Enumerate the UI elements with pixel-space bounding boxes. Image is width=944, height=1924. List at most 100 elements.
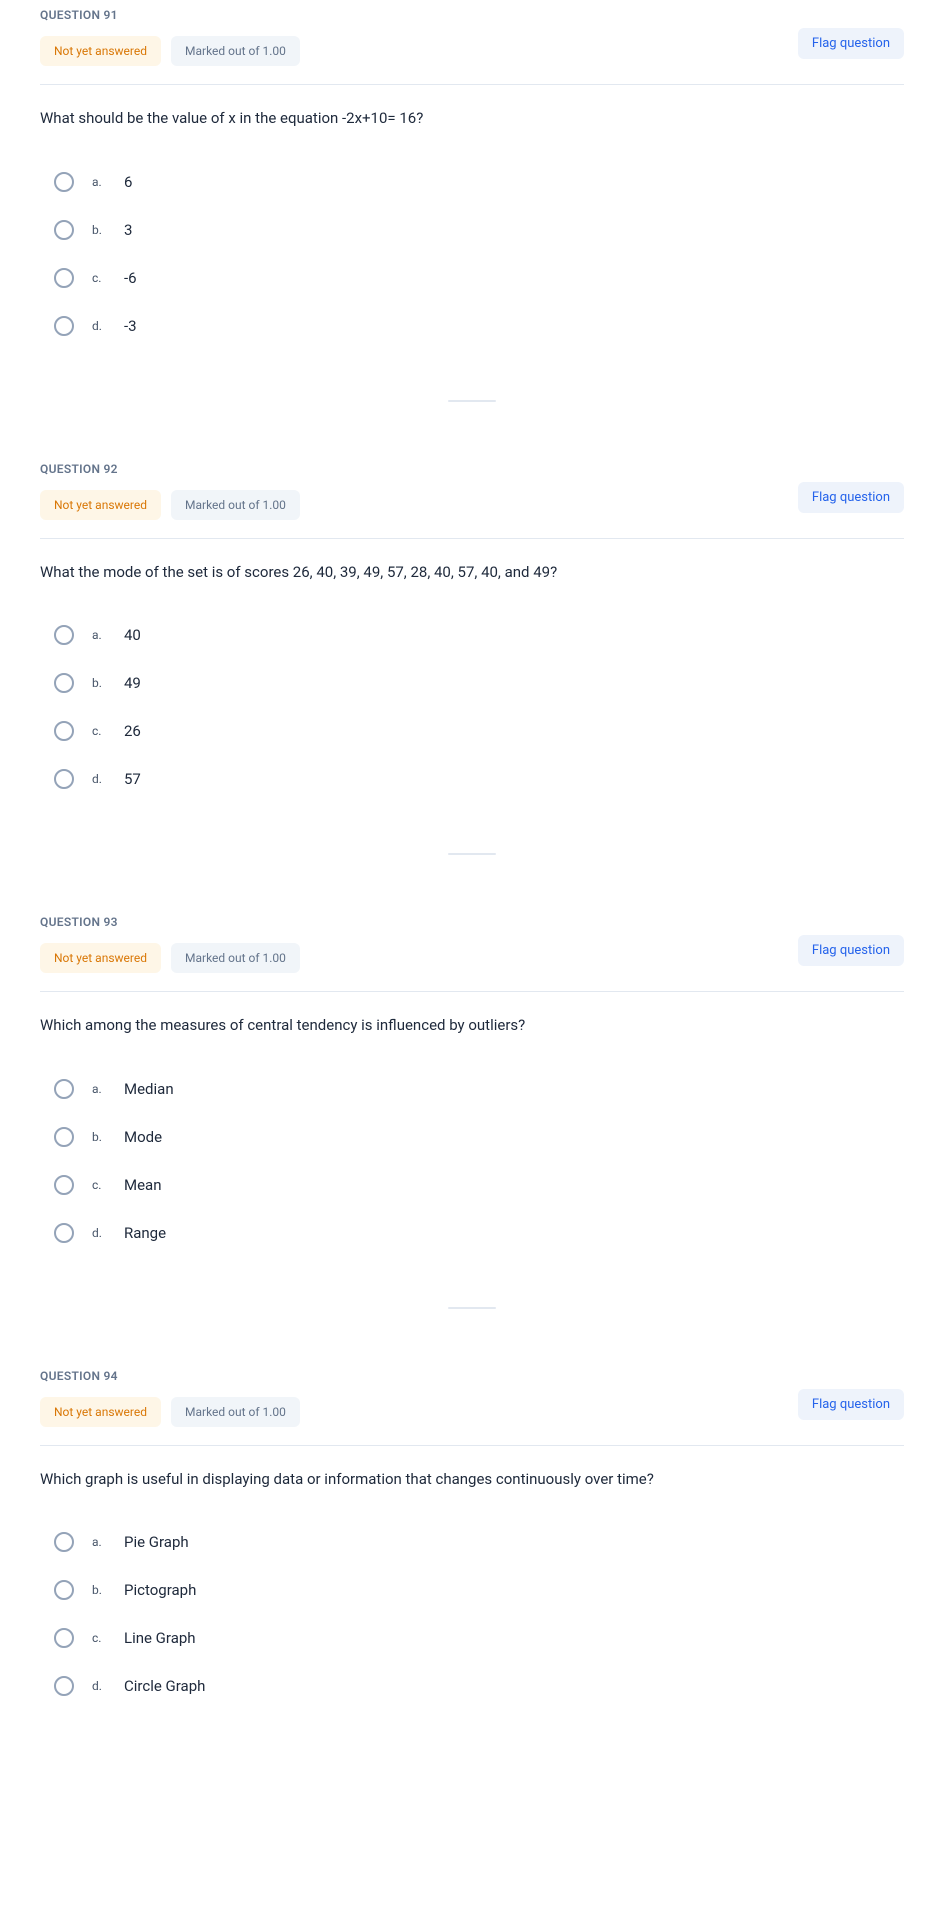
marks-badge: Marked out of 1.00 (171, 490, 300, 520)
flag-question-button[interactable]: Flag question (798, 1389, 904, 1420)
question-number: QUESTION 93 (40, 915, 300, 929)
question-badges: Not yet answered Marked out of 1.00 (40, 1397, 300, 1427)
option-text: Median (124, 1080, 174, 1098)
question-header: QUESTION 94 Not yet answered Marked out of… (40, 1369, 904, 1427)
question-text: Which graph is useful in displaying data… (40, 1468, 904, 1491)
option-letter: c. (92, 724, 106, 738)
status-badge: Not yet answered (40, 36, 161, 66)
separator-line (448, 400, 496, 402)
option-row[interactable]: a. 40 (40, 611, 904, 659)
radio-icon[interactable] (54, 769, 74, 789)
radio-icon[interactable] (54, 1175, 74, 1195)
status-badge: Not yet answered (40, 943, 161, 973)
radio-icon[interactable] (54, 1580, 74, 1600)
question-text: What the mode of the set is of scores 26… (40, 561, 904, 584)
question-header: QUESTION 91 Not yet answered Marked out of… (40, 8, 904, 66)
radio-icon[interactable] (54, 673, 74, 693)
question-header-left: QUESTION 93 Not yet answered Marked out of… (40, 915, 300, 973)
question-badges: Not yet answered Marked out of 1.00 (40, 36, 300, 66)
question-number: QUESTION 91 (40, 8, 300, 22)
option-text: 40 (124, 626, 141, 644)
question-badges: Not yet answered Marked out of 1.00 (40, 490, 300, 520)
question-badges: Not yet answered Marked out of 1.00 (40, 943, 300, 973)
option-row[interactable]: c.Mean (40, 1161, 904, 1209)
radio-icon[interactable] (54, 1079, 74, 1099)
option-text: Range (124, 1224, 166, 1242)
option-row[interactable]: d. 57 (40, 755, 904, 803)
question-block: QUESTION 92 Not yet answered Marked out of… (40, 462, 904, 804)
question-header: QUESTION 93 Not yet answered Marked out of… (40, 915, 904, 973)
divider (40, 538, 904, 539)
status-badge: Not yet answered (40, 490, 161, 520)
radio-icon[interactable] (54, 1628, 74, 1648)
radio-icon[interactable] (54, 268, 74, 288)
marks-badge: Marked out of 1.00 (171, 943, 300, 973)
option-letter: a. (92, 1082, 106, 1096)
radio-icon[interactable] (54, 1532, 74, 1552)
option-letter: b. (92, 1130, 106, 1144)
radio-icon[interactable] (54, 721, 74, 741)
option-letter: b. (92, 676, 106, 690)
question-separator (40, 853, 904, 855)
question-text: What should be the value of x in the equ… (40, 107, 904, 130)
marks-badge: Marked out of 1.00 (171, 1397, 300, 1427)
option-row[interactable]: d.Circle Graph (40, 1662, 904, 1710)
question-block: QUESTION 94 Not yet answered Marked out of… (40, 1369, 904, 1711)
option-letter: c. (92, 1631, 106, 1645)
separator-line (448, 853, 496, 855)
option-row[interactable]: a. Pie Graph (40, 1518, 904, 1566)
question-number: QUESTION 92 (40, 462, 300, 476)
option-text: 26 (124, 722, 141, 740)
divider (40, 991, 904, 992)
option-text: 57 (124, 770, 141, 788)
option-letter: c. (92, 271, 106, 285)
question-separator (40, 1307, 904, 1309)
option-text: -3 (124, 317, 137, 335)
option-row[interactable]: c. 26 (40, 707, 904, 755)
question-header-left: QUESTION 94 Not yet answered Marked out of… (40, 1369, 300, 1427)
option-letter: a. (92, 628, 106, 642)
option-letter: d. (92, 772, 106, 786)
question-block: QUESTION 93 Not yet answered Marked out of… (40, 915, 904, 1257)
flag-question-button[interactable]: Flag question (798, 935, 904, 966)
option-row[interactable]: b.3 (40, 206, 904, 254)
divider (40, 84, 904, 85)
option-letter: a. (92, 175, 106, 189)
option-text: 49 (124, 674, 141, 692)
separator-line (448, 1307, 496, 1309)
option-row[interactable]: d.Range (40, 1209, 904, 1257)
radio-icon[interactable] (54, 1676, 74, 1696)
option-row[interactable]: b. Mode (40, 1113, 904, 1161)
option-letter: d. (92, 1679, 106, 1693)
question-header-left: QUESTION 91 Not yet answered Marked out of… (40, 8, 300, 66)
option-letter: b. (92, 1583, 106, 1597)
option-row[interactable]: c. Line Graph (40, 1614, 904, 1662)
option-text: Pictograph (124, 1581, 196, 1599)
option-text: 6 (124, 173, 132, 191)
status-badge: Not yet answered (40, 1397, 161, 1427)
option-letter: a. (92, 1535, 106, 1549)
radio-icon[interactable] (54, 1127, 74, 1147)
question-header-left: QUESTION 92 Not yet answered Marked out of… (40, 462, 300, 520)
option-letter: b. (92, 223, 106, 237)
radio-icon[interactable] (54, 316, 74, 336)
radio-icon[interactable] (54, 220, 74, 240)
option-row[interactable]: c.-6 (40, 254, 904, 302)
option-row[interactable]: b. Pictograph (40, 1566, 904, 1614)
option-text: Pie Graph (124, 1533, 189, 1551)
option-row[interactable]: a. Median (40, 1065, 904, 1113)
radio-icon[interactable] (54, 625, 74, 645)
flag-question-button[interactable]: Flag question (798, 28, 904, 59)
question-number: QUESTION 94 (40, 1369, 300, 1383)
marks-badge: Marked out of 1.00 (171, 36, 300, 66)
option-text: Line Graph (124, 1629, 196, 1647)
flag-question-button[interactable]: Flag question (798, 482, 904, 513)
radio-icon[interactable] (54, 172, 74, 192)
question-separator (40, 400, 904, 402)
divider (40, 1445, 904, 1446)
option-row[interactable]: b. 49 (40, 659, 904, 707)
option-row[interactable]: d.-3 (40, 302, 904, 350)
radio-icon[interactable] (54, 1223, 74, 1243)
option-text: Mode (124, 1128, 162, 1146)
option-row[interactable]: a. 6 (40, 158, 904, 206)
